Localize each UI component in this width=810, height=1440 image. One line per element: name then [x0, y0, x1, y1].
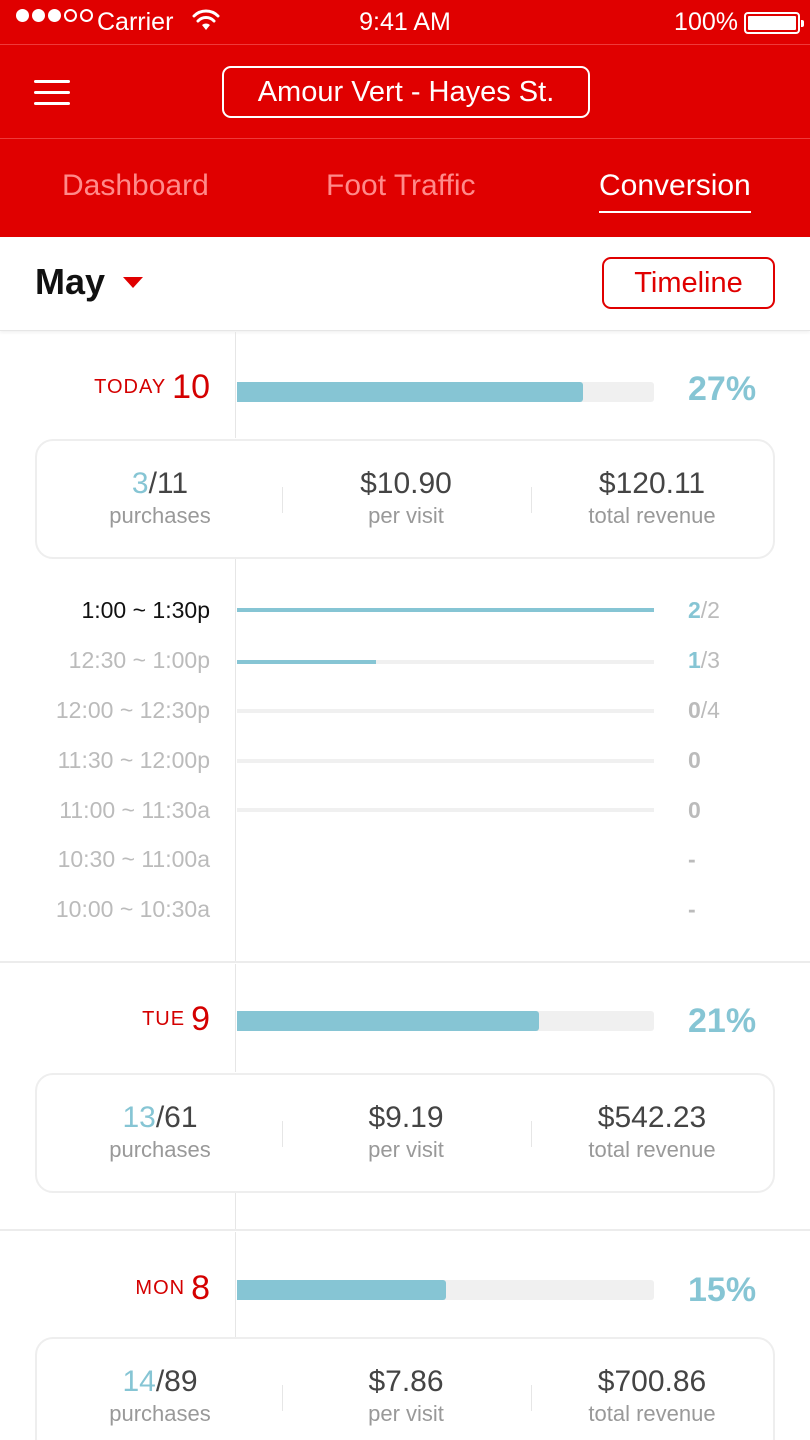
slot-count: - — [688, 846, 696, 872]
stat-divider — [282, 487, 283, 513]
caret-down-icon[interactable] — [123, 277, 143, 288]
conversion-bar-today — [237, 382, 654, 402]
stat-divider — [531, 1121, 532, 1147]
conversion-bar-fill — [237, 1280, 446, 1300]
month-selector[interactable]: May — [35, 261, 106, 302]
slot-label: 1:00 ~ 1:30p — [81, 597, 210, 623]
stat-divider — [282, 1121, 283, 1147]
battery-percent: 100% — [674, 8, 738, 36]
slot-bar — [237, 608, 654, 612]
day-label-today: TODAY 10 — [94, 368, 210, 406]
slot-bar — [237, 808, 654, 812]
app-header: Carrier 9:41 AM 100% Amour Vert - Hayes … — [0, 0, 810, 237]
slot-count: 2/2 — [688, 597, 720, 623]
conversion-percent: 27% — [688, 370, 757, 408]
timeline-line — [235, 964, 236, 1072]
hamburger-menu-icon[interactable] — [34, 80, 70, 106]
slot-bar — [237, 759, 654, 763]
conversion-bar-mon — [237, 1280, 654, 1300]
stat-divider — [531, 487, 532, 513]
day-label-tue: TUE 9 — [142, 1000, 210, 1038]
tab-conversion[interactable]: Conversion — [599, 169, 751, 213]
sub-header: May Timeline — [0, 237, 810, 331]
day-divider — [0, 961, 810, 963]
slot-count: 0/4 — [688, 697, 720, 723]
signal-strength-icon — [16, 9, 93, 22]
timeline-line — [235, 1192, 236, 1230]
revenue-stat: $700.86 total revenue — [588, 1365, 716, 1426]
timeline-line — [235, 1232, 236, 1338]
slot-label: 12:30 ~ 1:00p — [68, 647, 210, 673]
slot-count: - — [688, 896, 696, 922]
slot-label: 12:00 ~ 12:30p — [55, 697, 210, 723]
day-summary-card[interactable]: 3/11 purchases $10.90 per visit $120.11 … — [35, 439, 775, 559]
timeline-line — [235, 558, 236, 962]
day-divider — [0, 1229, 810, 1231]
conversion-bar-fill — [237, 1011, 540, 1031]
slot-bar — [237, 709, 654, 713]
status-time: 9:41 AM — [359, 8, 451, 36]
per-visit-stat: $7.86 per visit — [368, 1365, 444, 1426]
conversion-bar-tue — [237, 1011, 654, 1031]
slot-count: 0 — [688, 747, 701, 773]
slot-count: 0 — [688, 797, 701, 823]
timeline-button[interactable]: Timeline — [602, 257, 775, 309]
slot-bar — [237, 660, 654, 664]
day-label-mon: MON 8 — [135, 1269, 210, 1307]
battery-icon — [744, 12, 804, 34]
per-visit-stat: $10.90 per visit — [360, 467, 452, 528]
stat-divider — [531, 1385, 532, 1411]
slot-label: 11:30 ~ 12:00p — [57, 747, 210, 773]
revenue-stat: $542.23 total revenue — [588, 1101, 716, 1162]
active-tab-underline — [599, 211, 751, 213]
slot-label: 11:00 ~ 11:30a — [59, 797, 210, 823]
status-bar: Carrier 9:41 AM 100% — [0, 0, 810, 44]
per-visit-stat: $9.19 per visit — [368, 1101, 444, 1162]
conversion-percent: 15% — [688, 1271, 757, 1309]
conversion-list: TODAY 10 27% 3/11 purchases $10.90 per vi… — [0, 332, 810, 1440]
carrier-name: Carrier — [97, 8, 174, 36]
purchases-stat: 3/11 purchases — [109, 467, 211, 528]
purchases-stat: 13/61 purchases — [109, 1101, 211, 1162]
tab-foot-traffic[interactable]: Foot Traffic — [326, 169, 476, 202]
conversion-percent: 21% — [688, 1002, 757, 1040]
slot-label: 10:00 ~ 10:30a — [55, 896, 210, 922]
stat-divider — [282, 1385, 283, 1411]
purchases-stat: 14/89 purchases — [109, 1365, 211, 1426]
day-summary-card[interactable]: 13/61 purchases $9.19 per visit $542.23 … — [35, 1073, 775, 1193]
timeline-line — [235, 332, 236, 438]
conversion-bar-fill — [237, 382, 584, 402]
nav-bar: Amour Vert - Hayes St. — [0, 44, 810, 138]
revenue-stat: $120.11 total revenue — [588, 467, 716, 528]
tab-dashboard[interactable]: Dashboard — [62, 169, 209, 202]
tab-bar: Dashboard Foot Traffic Conversion — [0, 138, 810, 237]
day-summary-card[interactable]: 14/89 purchases $7.86 per visit $700.86 … — [35, 1337, 775, 1440]
store-selector-button[interactable]: Amour Vert - Hayes St. — [222, 66, 590, 118]
slot-label: 10:30 ~ 11:00a — [57, 846, 210, 872]
wifi-icon — [192, 9, 220, 30]
slot-count: 1/3 — [688, 647, 720, 673]
